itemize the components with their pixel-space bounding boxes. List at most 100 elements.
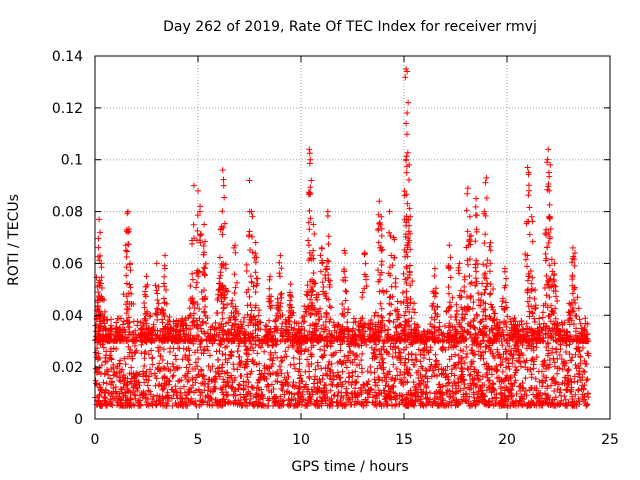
- data-point: [240, 378, 247, 385]
- data-point: [472, 275, 479, 282]
- data-point: [98, 362, 105, 369]
- data-point: [524, 277, 531, 284]
- data-point: [470, 389, 477, 396]
- data-point: [501, 387, 508, 394]
- data-point: [585, 390, 592, 397]
- data-point: [404, 370, 411, 377]
- data-point: [573, 312, 580, 319]
- data-point: [464, 257, 471, 264]
- data-point: [458, 358, 465, 365]
- data-point: [441, 323, 448, 330]
- data-point: [282, 348, 289, 355]
- data-point: [554, 401, 561, 408]
- data-point: [237, 391, 244, 398]
- data-point: [372, 382, 379, 389]
- data-point: [192, 379, 199, 386]
- data-point: [312, 366, 319, 373]
- data-point: [378, 313, 385, 320]
- data-point: [123, 397, 130, 404]
- data-point: [266, 370, 273, 377]
- data-point: [302, 368, 309, 375]
- data-point: [579, 382, 586, 389]
- data-point: [433, 389, 440, 396]
- data-point: [136, 402, 143, 409]
- data-point: [186, 399, 193, 406]
- data-point: [373, 402, 380, 409]
- data-point: [404, 378, 411, 385]
- data-point: [386, 229, 393, 236]
- data-point: [358, 391, 365, 398]
- data-point: [347, 401, 354, 408]
- data-point: [436, 319, 443, 326]
- data-point: [142, 288, 149, 295]
- data-point: [420, 347, 427, 354]
- data-point: [474, 390, 481, 397]
- data-point: [402, 74, 409, 81]
- data-point: [498, 389, 505, 396]
- data-point: [481, 397, 488, 404]
- data-point: [568, 357, 575, 364]
- data-point: [278, 370, 285, 377]
- data-point: [296, 385, 303, 392]
- data-point: [576, 401, 583, 408]
- data-point: [378, 305, 385, 312]
- data-point: [92, 365, 99, 372]
- data-point: [506, 343, 513, 350]
- data-point: [180, 345, 187, 352]
- data-point: [273, 371, 280, 378]
- data-point: [116, 377, 123, 384]
- data-point: [342, 359, 349, 366]
- data-point: [553, 346, 560, 353]
- data-point: [219, 208, 226, 215]
- data-point: [383, 348, 390, 355]
- x-axis-label: GPS time / hours: [291, 459, 408, 475]
- data-point: [404, 149, 411, 156]
- data-point: [423, 402, 430, 409]
- data-point: [141, 363, 148, 370]
- data-point: [349, 372, 356, 379]
- data-point: [331, 391, 338, 398]
- data-point: [445, 284, 452, 291]
- data-point: [206, 397, 213, 404]
- data-point: [533, 393, 540, 400]
- data-point: [550, 276, 557, 283]
- data-point: [224, 301, 231, 308]
- data-point: [489, 395, 496, 402]
- data-point: [353, 379, 360, 386]
- data-point: [221, 194, 228, 201]
- data-point: [507, 402, 514, 409]
- data-point: [407, 387, 414, 394]
- data-point: [552, 293, 559, 300]
- data-point: [485, 378, 492, 385]
- data-point: [415, 382, 422, 389]
- data-point: [451, 397, 458, 404]
- data-point: [418, 377, 425, 384]
- data-point: [481, 240, 488, 247]
- data-point: [526, 204, 533, 211]
- data-point: [214, 356, 221, 363]
- data-point: [538, 402, 545, 409]
- data-point: [499, 342, 506, 349]
- data-point: [268, 381, 275, 388]
- data-point: [548, 376, 555, 383]
- data-point: [319, 398, 326, 405]
- data-point: [399, 327, 406, 334]
- data-point: [392, 375, 399, 382]
- data-point: [234, 348, 241, 355]
- data-point: [141, 350, 148, 357]
- data-point: [180, 383, 187, 390]
- data-point: [110, 388, 117, 395]
- data-point: [511, 315, 518, 322]
- data-point: [583, 402, 590, 409]
- data-point: [249, 356, 256, 363]
- data-point: [381, 374, 388, 381]
- data-point: [563, 401, 570, 408]
- data-point: [503, 275, 510, 282]
- data-point: [183, 364, 190, 371]
- data-point: [123, 272, 130, 279]
- data-point: [280, 397, 287, 404]
- data-point: [458, 354, 465, 361]
- data-point: [583, 377, 590, 384]
- data-point: [121, 389, 128, 396]
- data-point: [422, 367, 429, 374]
